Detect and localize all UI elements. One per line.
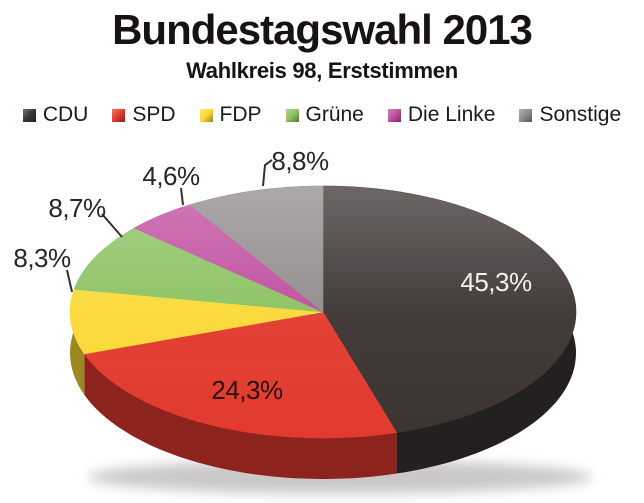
chart-subtitle: Wahlkreis 98, Erststimmen [186,58,458,83]
legend-item-grune: Grüne [285,103,364,127]
leader-line-grune [101,213,123,238]
legend-label-sonstige: Sonstige [539,103,622,126]
legend-swatch-spd [112,108,126,122]
chart-title: Bundestagswahl 2013 [112,6,533,53]
slice-label-cdu: 45,3% [460,267,532,297]
legend-label-cdu: CDU [42,103,89,126]
pie-body: 45,3% 24,3% 8,3% 8,7% 4,6% 8,8% [13,146,592,494]
legend-item-fdp: FDP [199,103,262,127]
slice-label-spd: 24,3% [211,375,283,405]
chart-legend: CDU SPD FDP Grüne Die Linke Sonstige [0,103,644,127]
legend-label-fdp: FDP [219,103,262,126]
legend-swatch-sonstige [519,108,533,122]
leader-line-fdp [66,269,73,293]
legend-item-spd: SPD [112,103,176,127]
slice-label-fdp: 8,3% [13,243,71,273]
leader-line-die-linke [180,187,184,206]
legend-swatch-cdu [22,108,36,122]
legend-label-grune: Grüne [305,103,364,126]
legend-label-spd: SPD [132,103,176,126]
legend-swatch-die-linke [387,108,401,122]
legend-item-cdu: CDU [22,103,89,127]
slice-label-sonstige: 8,8% [271,146,329,176]
slice-label-die-linke: 4,6% [142,161,200,191]
leader-line-sonstige [262,159,273,187]
legend-item-die-linke: Die Linke [387,103,496,127]
pie-gloss-highlight [70,186,576,438]
pie-slice-wall-spd [84,353,397,479]
legend-label-die-linke: Die Linke [407,103,496,126]
legend-swatch-fdp [199,108,213,122]
legend-item-sonstige: Sonstige [519,103,621,127]
slice-label-grune: 8,7% [48,193,106,223]
legend-swatch-grune [285,108,299,122]
